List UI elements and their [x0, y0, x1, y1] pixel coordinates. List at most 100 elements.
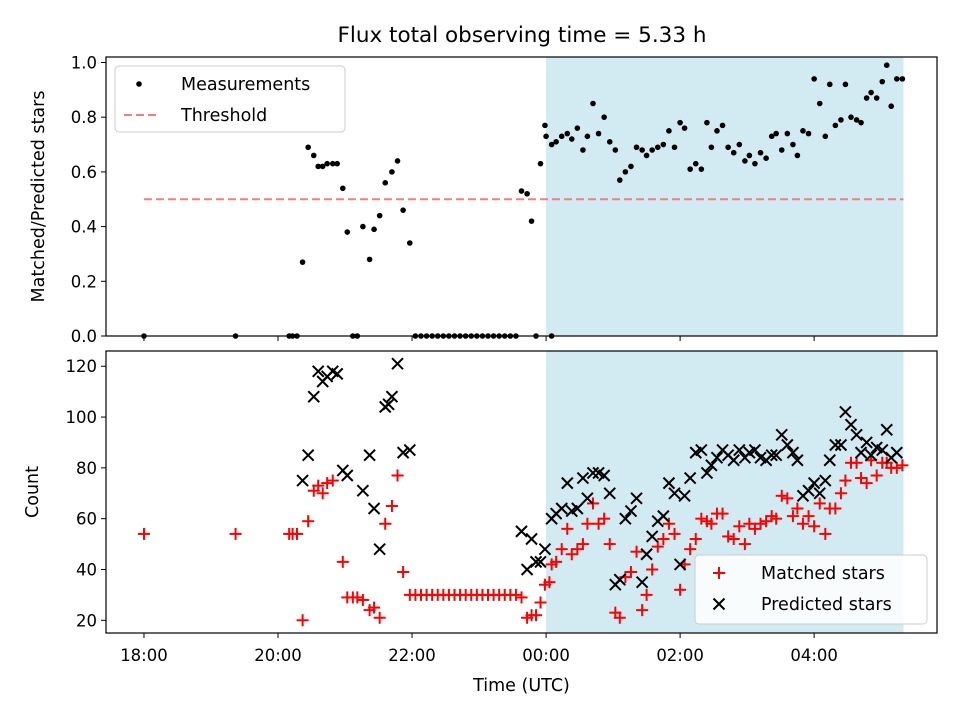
- predicted-star-point: [515, 525, 528, 538]
- matched-star-point: [598, 512, 611, 525]
- measurement-point: [654, 144, 661, 151]
- predicted-star-point: [854, 446, 868, 459]
- predicted-star-point: [890, 446, 903, 459]
- bottom-x-ticks: 18:00 20:00 22:00 00:00 02:00 04:00: [120, 633, 838, 665]
- matched-star-point: [316, 487, 329, 500]
- predicted-star-point: [341, 469, 354, 482]
- predicted-stars-points: [296, 357, 903, 591]
- predicted-star-point: [807, 476, 821, 490]
- predicted-star-point: [678, 489, 691, 503]
- y-tick-label: 0.4: [71, 218, 97, 237]
- matched-star-point: [565, 548, 578, 561]
- predicted-star-point: [710, 451, 724, 464]
- predicted-star-point: [733, 443, 746, 457]
- predicted-star-point: [534, 555, 547, 569]
- predicted-star-point: [748, 443, 762, 457]
- measurement-point: [590, 100, 596, 107]
- measurements-points: [141, 62, 906, 339]
- measurement-point: [863, 95, 870, 101]
- measurement-point: [719, 122, 726, 129]
- chart-title: Flux total observing time = 5.33 h: [338, 23, 707, 48]
- measurement-point: [687, 166, 693, 172]
- matched-star-point: [630, 545, 643, 558]
- measurement-point: [778, 147, 785, 153]
- predicted-star-point: [391, 357, 404, 370]
- matched-star-point: [770, 512, 783, 525]
- matched-star-point: [716, 507, 729, 520]
- matched-star-point: [636, 604, 649, 617]
- matched-star-point: [624, 566, 637, 579]
- matched-star-point: [860, 477, 873, 490]
- measurement-point: [553, 138, 559, 145]
- measurement-point: [580, 147, 586, 153]
- measurement-point: [757, 149, 764, 156]
- matched-star-point: [657, 533, 670, 545]
- x-tick-label: 20:00: [254, 646, 302, 665]
- measurement-point: [822, 133, 829, 140]
- matched-star-point: [781, 492, 794, 505]
- matched-star-point: [890, 461, 903, 474]
- matched-star-point: [754, 517, 767, 530]
- bottom-legend-box: [694, 554, 928, 625]
- measurement-point: [315, 163, 322, 170]
- measurement-point: [888, 103, 895, 110]
- predicted-star-point: [385, 390, 399, 403]
- matched-star-point: [534, 596, 547, 609]
- matched-star-point: [312, 479, 325, 492]
- predicted-star-point: [860, 436, 873, 449]
- predicted-star-point: [330, 367, 344, 381]
- top-axes: 0.0 0.2 0.4 0.6 0.8 1.0 Matched/Predicted sta…: [29, 53, 938, 346]
- matched-star-point: [550, 555, 563, 568]
- measurement-point: [606, 138, 613, 145]
- predicted-star-point: [765, 448, 778, 462]
- y-tick-label: 0.2: [71, 272, 97, 291]
- predicted-star-point: [683, 471, 697, 485]
- matched-star-point: [786, 510, 799, 523]
- measurement-point: [595, 130, 602, 137]
- measurement-point: [681, 125, 688, 131]
- matched-star-point: [543, 576, 556, 589]
- matched-star-point: [705, 517, 718, 530]
- measurement-point: [838, 117, 844, 123]
- measurement-point: [811, 76, 817, 82]
- predicted-star-point: [576, 471, 590, 485]
- matched-star-point: [373, 611, 386, 624]
- measurement-point: [868, 89, 874, 96]
- predicted-star-point: [668, 487, 681, 500]
- predicted-star-point: [296, 474, 309, 487]
- matched-star-point: [834, 487, 847, 500]
- matched-star-point: [808, 520, 821, 533]
- matched-star-point: [813, 497, 826, 510]
- measurement-point: [790, 141, 796, 148]
- measurement-point: [805, 130, 812, 137]
- measurement-point: [671, 144, 678, 151]
- matched-star-point: [576, 538, 589, 551]
- predicted-star-point: [700, 466, 714, 480]
- measurement-point: [893, 76, 900, 82]
- predicted-star-point: [635, 575, 649, 589]
- matched-star-point: [397, 566, 410, 579]
- top-observing-interval-shade: [546, 57, 904, 336]
- predicted-star-point: [769, 448, 783, 462]
- measurement-point: [339, 185, 346, 192]
- matched-star-point: [555, 543, 568, 556]
- predicted-star-point: [561, 476, 574, 490]
- matched-star-point: [743, 517, 756, 530]
- measurement-point: [407, 240, 413, 246]
- measurement-point: [400, 207, 406, 213]
- legend-predicted-swatch: [712, 597, 726, 611]
- predicted-star-point: [613, 573, 626, 586]
- measurement-point: [344, 229, 351, 235]
- measurement-point: [842, 81, 849, 88]
- measurement-point: [899, 76, 906, 82]
- predicted-star-point: [705, 459, 718, 472]
- measurement-point: [389, 169, 395, 175]
- measurement-point: [616, 177, 623, 183]
- bottom-y-ticks: 20 40 60 80 100 120: [66, 357, 106, 630]
- matched-star-point: [791, 502, 804, 515]
- y-tick-label: 40: [76, 560, 97, 579]
- matched-star-point: [391, 469, 404, 482]
- predicted-star-point: [312, 365, 325, 378]
- measurement-point: [584, 133, 591, 140]
